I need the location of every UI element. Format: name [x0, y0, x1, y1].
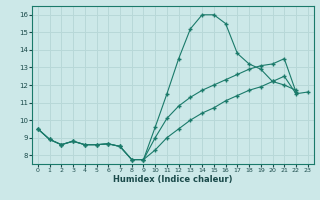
X-axis label: Humidex (Indice chaleur): Humidex (Indice chaleur): [113, 175, 233, 184]
